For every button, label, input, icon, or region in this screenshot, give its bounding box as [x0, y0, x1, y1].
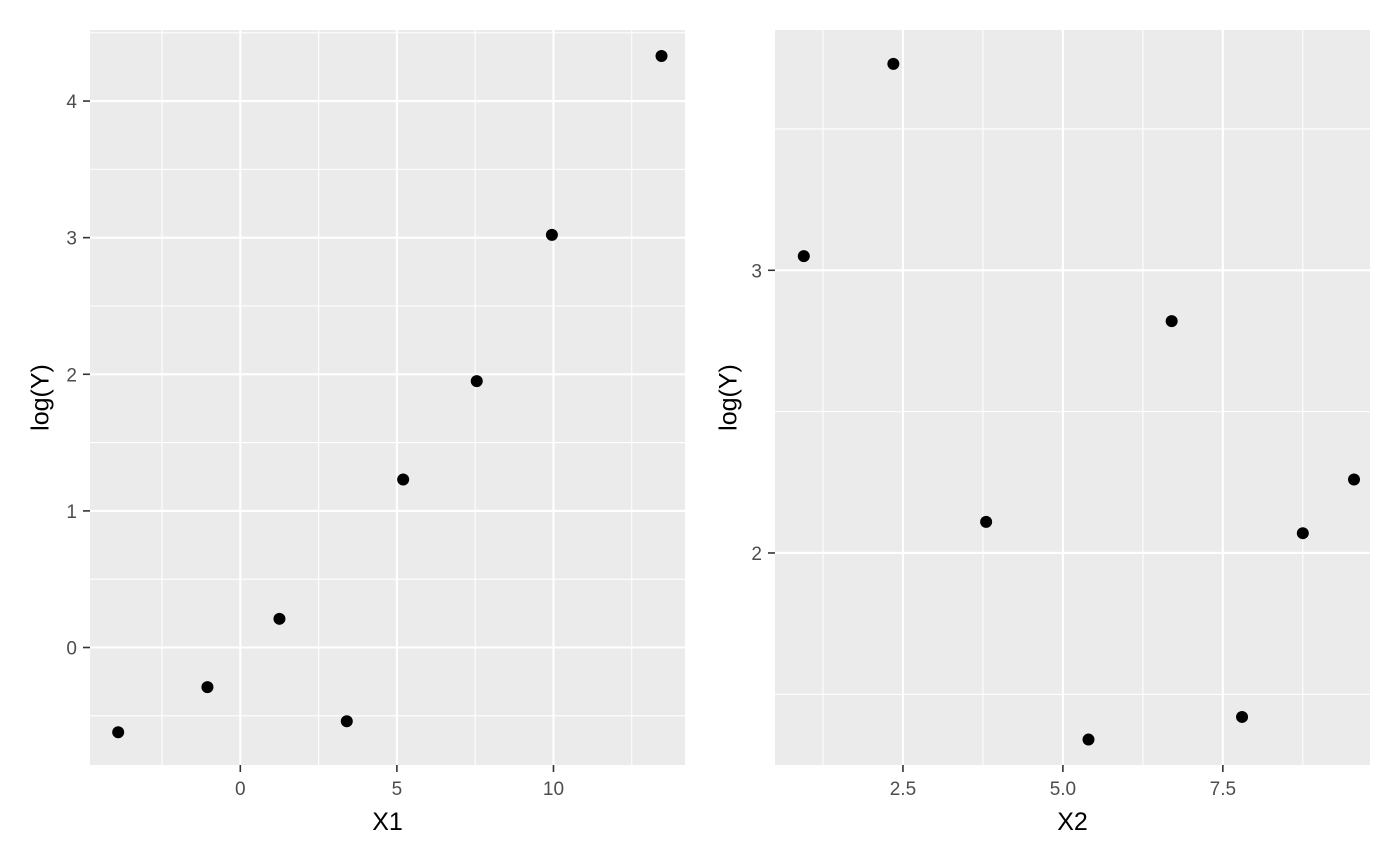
data-point — [655, 49, 668, 62]
data-point — [1082, 733, 1095, 746]
x-tick-label: 10 — [543, 779, 564, 800]
y-axis-title: log(Y) — [27, 364, 55, 431]
data-point — [1236, 710, 1249, 723]
data-point — [112, 726, 125, 739]
panel-background — [90, 30, 685, 765]
data-point — [1165, 315, 1178, 328]
y-tick-label: 3 — [751, 261, 762, 282]
data-point — [1348, 473, 1361, 486]
data-point — [887, 57, 900, 70]
y-tick-label: 1 — [66, 502, 77, 523]
x-tick-label: 7.5 — [1210, 779, 1236, 800]
x-tick-label: 5.0 — [1050, 779, 1076, 800]
x-tick-label: 2.5 — [890, 779, 916, 800]
data-point — [980, 515, 993, 528]
data-point — [1296, 527, 1309, 540]
data-point — [201, 681, 214, 694]
y-tick-label: 4 — [66, 92, 77, 113]
data-point — [273, 612, 286, 625]
data-point — [340, 715, 353, 728]
y-tick-label: 0 — [66, 639, 77, 660]
y-tick-label: 2 — [751, 544, 762, 565]
x-axis-title: X1 — [372, 808, 403, 836]
panel-background — [775, 30, 1370, 765]
y-tick-label: 2 — [66, 365, 77, 386]
x-tick-label: 0 — [235, 779, 246, 800]
data-point — [797, 250, 810, 263]
left-scatter-plot: 0 5 10 0 1 2 3 4 X1 log(Y) — [27, 30, 685, 836]
y-tick-label: 3 — [66, 229, 77, 250]
data-point — [397, 473, 410, 486]
x-tick-label: 5 — [392, 779, 403, 800]
y-axis-title: log(Y) — [715, 364, 743, 431]
right-scatter-plot: 2.5 5.0 7.5 2 3 X2 log(Y) — [715, 30, 1370, 836]
data-point — [545, 228, 558, 241]
data-point — [470, 375, 483, 388]
x-axis-title: X2 — [1057, 808, 1088, 836]
